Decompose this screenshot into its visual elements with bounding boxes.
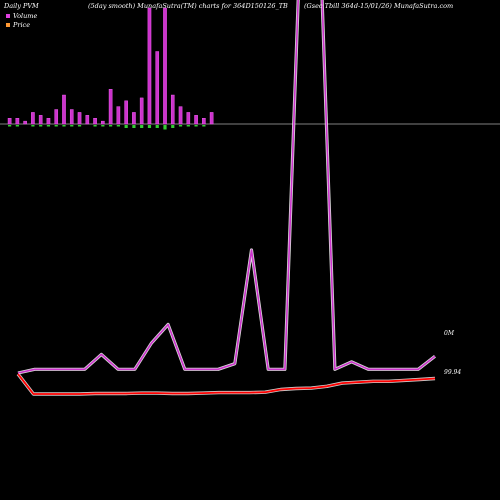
volume-swatch: [6, 14, 10, 18]
volume-bar-up: [101, 120, 105, 125]
volume-bar-down: [194, 125, 198, 127]
volume-bar-up: [31, 112, 35, 125]
volume-bar-down: [147, 125, 152, 128]
volume-bar-up: [7, 117, 12, 125]
volume-bar-down: [155, 125, 159, 128]
volume-bar-up: [54, 109, 59, 125]
volume-bar-up: [23, 120, 27, 125]
legend-volume: Volume: [6, 12, 37, 20]
volume-bar-down: [163, 125, 167, 130]
volume-bar-up: [147, 7, 152, 125]
volume-bar-up: [163, 7, 167, 125]
volume-bar-down: [8, 125, 12, 127]
volume-bar-down: [202, 125, 206, 127]
legend-price: Price: [6, 21, 30, 29]
volume-bar-up: [202, 117, 206, 125]
volume-bar-up: [209, 112, 214, 125]
volume-bar-down: [171, 125, 175, 128]
volume-bar-down: [15, 125, 19, 127]
price-swatch: [6, 23, 10, 27]
price-line: [17, 373, 436, 395]
price-value-label: 99.94: [444, 369, 461, 376]
volume-bar-up: [62, 94, 66, 125]
legend-volume-label: Volume: [13, 12, 38, 20]
volume-bar-up: [116, 106, 121, 125]
volume-bar-up: [69, 109, 74, 125]
volume-bar-down: [124, 125, 128, 128]
legend-price-label: Price: [13, 21, 31, 29]
volume-bar-down: [54, 125, 58, 127]
volume-bar-up: [108, 88, 113, 125]
volume-bar-down: [77, 125, 82, 127]
volume-bar-down: [178, 125, 183, 127]
chart-title: (5day smooth) MunafaSutra(TM) charts for…: [88, 2, 288, 10]
volume-bar-up: [46, 117, 51, 125]
volume-bar-down: [101, 125, 105, 127]
volume-line: [17, 0, 436, 374]
chart-header-right: (Gsec Tbill 364d-15/01/26) MunafaSutra.c…: [304, 2, 454, 10]
volume-bar-down: [39, 125, 43, 127]
volume-bar-up: [170, 94, 175, 125]
volume-bar-up: [132, 112, 136, 125]
volume-bar-up: [186, 112, 191, 125]
volume-bar-down: [186, 125, 190, 127]
volume-bar-up: [139, 97, 144, 125]
volume-bar-up: [178, 106, 183, 125]
chart-header-left: Daily PVM: [4, 2, 39, 10]
volume-bar-up: [194, 115, 198, 125]
volume-bar-down: [31, 125, 35, 127]
volume-bar-up: [85, 115, 90, 125]
volume-bar-down: [46, 125, 51, 127]
volume-bar-down: [116, 125, 120, 127]
volume-bar-down: [70, 125, 74, 127]
price-line-glow: [16, 372, 436, 396]
volume-bar-up: [93, 117, 97, 125]
volume-bar-down: [93, 125, 97, 127]
volume-bar-up: [124, 100, 128, 125]
volume-bar-down: [62, 125, 66, 127]
volume-bar-down: [140, 125, 144, 128]
volume-value-label: 0M: [444, 330, 455, 337]
volume-bar-down: [109, 125, 113, 127]
volume-bar-up: [155, 51, 160, 125]
volume-bar-up: [15, 117, 20, 125]
volume-bar-up: [38, 115, 43, 125]
volume-bar-down: [132, 125, 136, 128]
volume-bar-up: [77, 112, 82, 125]
volume-line-glow: [17, 0, 436, 375]
